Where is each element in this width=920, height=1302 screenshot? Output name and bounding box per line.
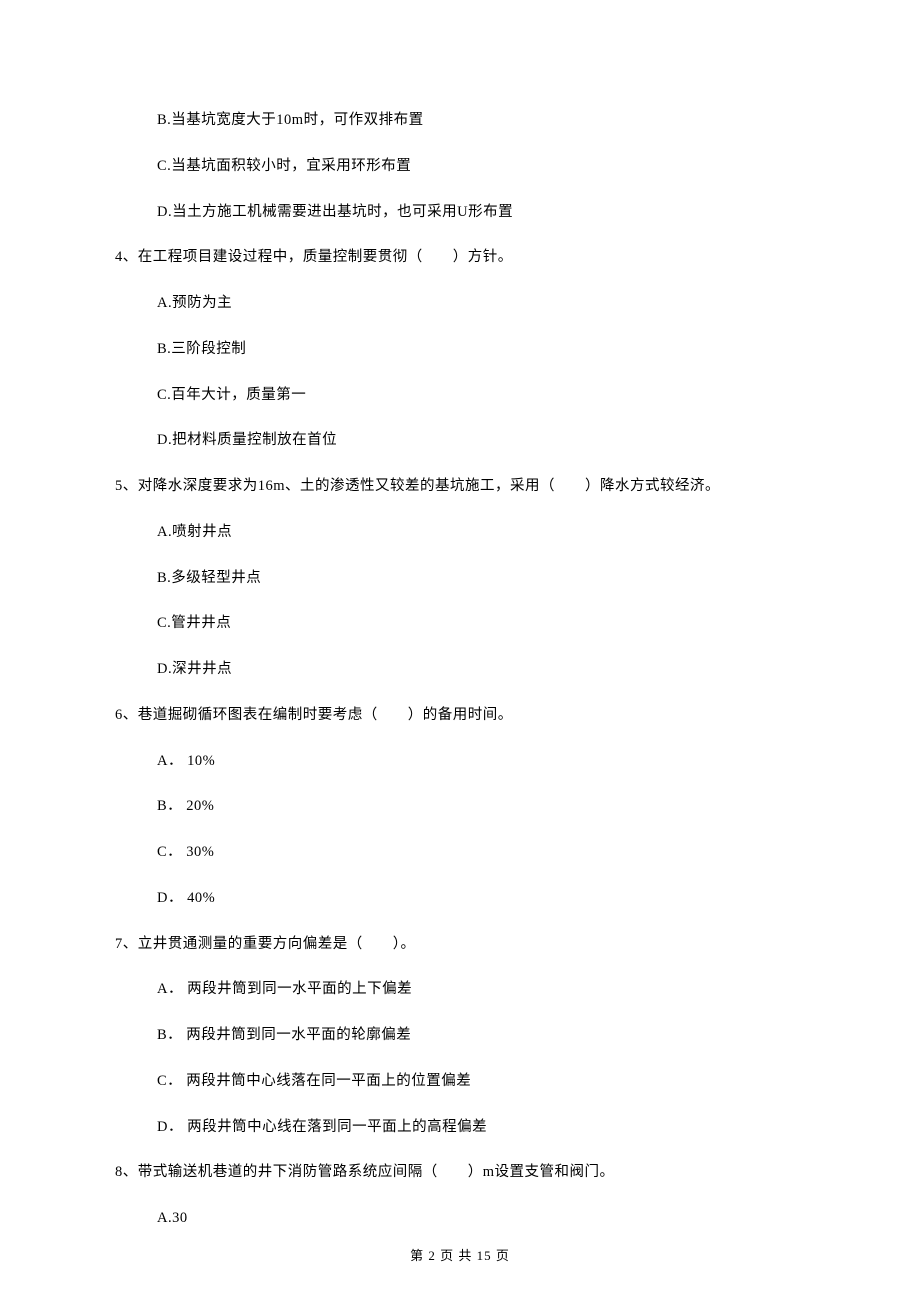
q7-option-b: B． 两段井筒到同一水平面的轮廓偏差 xyxy=(157,1025,805,1047)
q7-option-c: C． 两段井筒中心线落在同一平面上的位置偏差 xyxy=(157,1071,805,1093)
q3-option-b: B.当基坑宽度大于10m时，可作双排布置 xyxy=(157,110,805,132)
q5-option-c: C.管井井点 xyxy=(157,613,805,635)
q5-stem: 5、对降水深度要求为16m、土的渗透性又较差的基坑施工，采用（ ）降水方式较经济… xyxy=(115,476,805,498)
q7-option-d: D． 两段井筒中心线在落到同一平面上的高程偏差 xyxy=(157,1117,805,1139)
q6-option-a: A． 10% xyxy=(157,751,805,773)
q5-option-d: D.深井井点 xyxy=(157,659,805,681)
q4-option-c: C.百年大计，质量第一 xyxy=(157,385,805,407)
q3-option-d: D.当土方施工机械需要进出基坑时，也可采用U形布置 xyxy=(157,202,805,224)
q8-stem: 8、带式输送机巷道的井下消防管路系统应间隔（ ）m设置支管和阀门。 xyxy=(115,1162,805,1184)
q6-option-c: C． 30% xyxy=(157,842,805,864)
q5-option-a: A.喷射井点 xyxy=(157,522,805,544)
q6-option-b: B． 20% xyxy=(157,796,805,818)
q4-option-d: D.把材料质量控制放在首位 xyxy=(157,430,805,452)
page-footer: 第 2 页 共 15 页 xyxy=(0,1245,920,1264)
q7-option-a: A． 两段井筒到同一水平面的上下偏差 xyxy=(157,979,805,1001)
q5-option-b: B.多级轻型井点 xyxy=(157,568,805,590)
q4-option-a: A.预防为主 xyxy=(157,293,805,315)
q4-option-b: B.三阶段控制 xyxy=(157,339,805,361)
q6-stem: 6、巷道掘砌循环图表在编制时要考虑（ ）的备用时间。 xyxy=(115,705,805,727)
q4-stem: 4、在工程项目建设过程中，质量控制要贯彻（ ）方针。 xyxy=(115,247,805,269)
q6-option-d: D． 40% xyxy=(157,888,805,910)
q7-stem: 7、立井贯通测量的重要方向偏差是（ ）。 xyxy=(115,934,805,956)
q8-option-a: A.30 xyxy=(157,1208,805,1230)
q3-option-c: C.当基坑面积较小时，宜采用环形布置 xyxy=(157,156,805,178)
page-content: B.当基坑宽度大于10m时，可作双排布置 C.当基坑面积较小时，宜采用环形布置 … xyxy=(0,0,920,1230)
